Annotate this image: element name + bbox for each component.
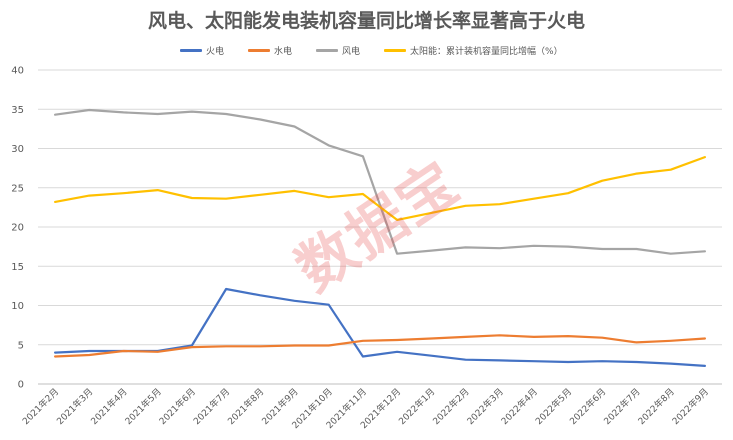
y-tick-label: 10 [11,301,24,312]
series-line [53,287,707,367]
y-tick-label: 30 [11,144,24,155]
x-tick-label: 2022年9月 [670,386,711,427]
legend-swatch [384,48,407,52]
series-line [53,156,707,221]
legend-label: 水电 [274,46,293,57]
legend-swatch [316,48,339,52]
y-tick-label: 5 [18,340,24,351]
series-line [53,334,707,358]
legend-label: 火电 [206,46,225,57]
legend-item: 水电 [248,44,292,57]
chart-title: 风电、太阳能发电装机容量同比增长率显著高于火电 [147,10,585,32]
legend-label: 风电 [342,46,361,57]
legend-item: 风电 [316,44,360,57]
y-tick-label: 40 [11,66,24,77]
y-tick-label: 35 [11,105,24,116]
legend-label: 太阳能：累计装机容量同比增幅（%） [410,46,563,57]
y-tick-label: 15 [11,262,24,273]
y-tick-label: 0 [18,380,24,391]
legend-swatch [248,48,271,52]
y-tick-label: 20 [11,223,24,234]
legend: 火电 水电 风电 太阳能：累计装机容量同比增幅（%） [180,42,587,58]
series-line [53,108,707,255]
legend-item: 太阳能：累计装机容量同比增幅（%） [384,44,563,57]
legend-swatch [180,48,202,52]
legend-item: 火电 [180,44,224,57]
y-tick-label: 25 [11,183,24,194]
